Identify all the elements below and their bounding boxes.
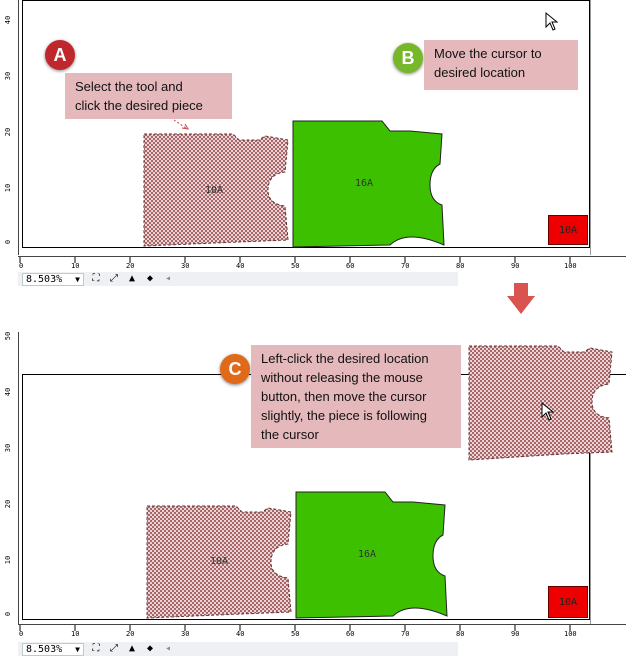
mountain-icon[interactable]: ▲ — [128, 273, 136, 284]
mountain-filled-icon[interactable]: ◆ — [146, 273, 154, 284]
status-bar: 8.503% ▼ ⛶ ⤢ ▲ ◆ ◂ — [18, 272, 458, 286]
expand-icon[interactable]: ⤢ — [110, 643, 118, 654]
mountain-icon[interactable]: ▲ — [128, 643, 136, 654]
badge-c: C — [220, 354, 250, 384]
piece-16a-green[interactable] — [295, 490, 448, 620]
ruler-label: 40 — [236, 630, 245, 638]
ruler-label: 30 — [181, 262, 190, 270]
ruler-label: 20 — [4, 499, 13, 509]
ruler-label: 70 — [401, 630, 410, 638]
ruler-label: 100 — [564, 630, 577, 638]
ruler-label: 80 — [456, 262, 465, 270]
ruler-label: 10 — [71, 630, 80, 638]
ruler-label: 10 — [4, 555, 13, 565]
chevron-down-icon[interactable]: ▼ — [75, 274, 80, 284]
piece-10a-patterned[interactable] — [143, 132, 293, 247]
callout-b-line1: Move the cursor to — [434, 46, 542, 61]
mountain-filled-icon[interactable]: ◆ — [146, 643, 154, 654]
callout-c-line5: the cursor — [261, 427, 319, 442]
callout-a: Select the tool and click the desired pi… — [65, 73, 232, 119]
ruler-label: 100 — [564, 262, 577, 270]
ruler-label: 10 — [71, 262, 80, 270]
ruler-label: 30 — [4, 71, 13, 81]
ruler-ticks — [19, 625, 571, 631]
vertical-ruler: 50 40 30 20 10 0 — [0, 332, 19, 624]
badge-a: A — [45, 40, 75, 70]
piece-16a-green[interactable] — [292, 119, 445, 249]
ruler-label: 50 — [4, 331, 13, 341]
callout-c: Left-click the desired location without … — [251, 345, 461, 448]
callout-c-line1: Left-click the desired location — [261, 351, 429, 366]
callout-a-line1: Select the tool and — [75, 79, 183, 94]
ruler-label: 90 — [511, 262, 520, 270]
ruler-label: 20 — [126, 630, 135, 638]
vertical-ruler: 40 30 20 10 0 — [0, 0, 19, 255]
fit-page-icon[interactable]: ⛶ — [92, 643, 100, 654]
scroll-left-icon[interactable]: ◂ — [164, 273, 172, 284]
scroll-left-icon[interactable]: ◂ — [164, 643, 172, 654]
ruler-label: 30 — [4, 443, 13, 453]
ruler-label: 60 — [346, 262, 355, 270]
piece-10a-patterned[interactable] — [146, 504, 296, 619]
zoom-select[interactable]: 8.503% ▼ — [22, 272, 84, 286]
ruler-label: 10 — [4, 183, 13, 193]
zoom-value: 8.503% — [26, 273, 63, 285]
callout-c-line3: button, then move the cursor — [261, 389, 427, 404]
ruler-label: 40 — [4, 387, 13, 397]
expand-icon[interactable]: ⤢ — [110, 273, 118, 284]
zoom-select[interactable]: 8.503% ▼ — [22, 642, 84, 656]
ruler-label: 40 — [4, 15, 13, 25]
callout-a-line2: click the desired piece — [75, 98, 203, 113]
callout-b-line2: desired location — [434, 65, 526, 80]
top-panel: 40 30 20 10 0 10A 16A 10A A Select the t… — [0, 0, 626, 290]
ruler-label: 50 — [291, 630, 300, 638]
piece-label: 16A — [358, 549, 377, 560]
fit-page-icon[interactable]: ⛶ — [92, 273, 100, 284]
bottom-panel: 50 40 30 20 10 0 10A 16A 10A C Left-clic… — [0, 332, 626, 660]
ruler-label: 0 — [19, 630, 24, 638]
ruler-label: 80 — [456, 630, 465, 638]
ruler-label: 20 — [126, 262, 135, 270]
ruler-ticks — [19, 257, 571, 263]
zoom-value: 8.503% — [26, 643, 63, 655]
ruler-label: 70 — [401, 262, 410, 270]
red-marker-box[interactable]: 10A — [548, 215, 588, 245]
callout-b: Move the cursor to desired location — [424, 40, 578, 90]
ruler-label: 0 — [19, 262, 24, 270]
ruler-label: 30 — [181, 630, 190, 638]
chevron-down-icon[interactable]: ▼ — [75, 644, 80, 654]
piece-label: 10A — [210, 556, 229, 567]
ruler-label: 60 — [346, 630, 355, 638]
piece-10a-moving[interactable] — [468, 344, 618, 462]
ruler-label: 0 — [4, 239, 13, 245]
ruler-label: 40 — [236, 262, 245, 270]
cursor-icon — [545, 11, 559, 31]
red-marker-box[interactable]: 10A — [548, 586, 588, 618]
cursor-icon — [541, 401, 555, 421]
horizontal-ruler: 0 10 20 30 40 50 60 70 80 90 100 — [18, 256, 626, 271]
horizontal-ruler: 0 10 20 30 40 50 60 70 80 90 100 — [18, 624, 626, 639]
arrow-down-icon — [507, 283, 535, 314]
ruler-label: 90 — [511, 630, 520, 638]
callout-pointer — [173, 119, 189, 130]
callout-c-line4: slightly, the piece is following — [261, 408, 427, 423]
piece-label: 16A — [355, 178, 374, 189]
ruler-right-strip — [590, 0, 626, 255]
ruler-label: 50 — [291, 262, 300, 270]
badge-b: B — [393, 43, 423, 73]
callout-c-line2: without releasing the mouse — [261, 370, 423, 385]
piece-label: 10A — [205, 185, 224, 196]
status-bar: 8.503% ▼ ⛶ ⤢ ▲ ◆ ◂ — [18, 642, 458, 656]
ruler-label: 0 — [4, 611, 13, 617]
ruler-label: 20 — [4, 127, 13, 137]
